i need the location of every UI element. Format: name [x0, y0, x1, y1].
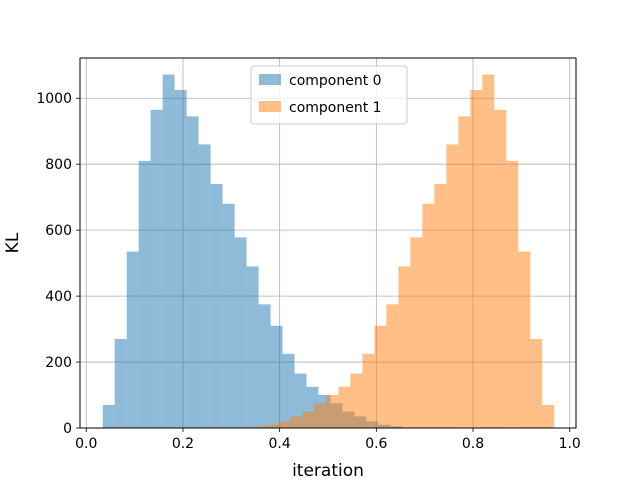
histogram-bar	[126, 251, 139, 428]
histogram-bar	[174, 89, 187, 429]
histogram-bar	[114, 338, 127, 428]
histogram-bar	[470, 89, 483, 429]
histogram-bar	[278, 421, 291, 428]
histogram-bar	[302, 411, 315, 428]
histogram-bar	[198, 144, 211, 428]
legend-label: component 0	[289, 73, 382, 89]
histogram-bar	[150, 109, 163, 428]
y-tick-label: 400	[45, 289, 72, 305]
histogram-bar	[246, 266, 259, 428]
histogram-bar	[410, 237, 423, 428]
histogram-bar	[458, 116, 471, 428]
x-tick-label: 0.6	[365, 436, 387, 452]
histogram-bar	[162, 74, 175, 429]
histogram-bar	[374, 325, 387, 428]
x-tick-label: 0.4	[269, 436, 291, 452]
legend-box	[250, 65, 408, 125]
histogram-bar	[222, 203, 235, 428]
bars	[102, 74, 555, 429]
y-tick-label: 600	[45, 223, 72, 239]
histogram-bar	[282, 353, 295, 428]
histogram-bar	[446, 144, 459, 428]
histogram-bar	[258, 304, 271, 428]
histogram-bar	[434, 183, 447, 428]
histogram-bar	[338, 386, 351, 428]
histogram-bar	[294, 373, 307, 428]
legend-label: component 1	[289, 100, 382, 116]
histogram-bar	[398, 266, 411, 428]
histogram-bar	[186, 116, 199, 428]
axis-ticks: 0.0 0.2 0.4 0.6 0.8 1.0 0 200 400 600 800 1000	[36, 91, 580, 452]
histogram-bar	[518, 251, 531, 428]
histogram-bar	[138, 160, 151, 428]
histogram-bar	[350, 373, 363, 428]
histogram-bar	[494, 109, 507, 428]
x-tick-label: 0.2	[172, 436, 194, 452]
histogram-bar	[290, 416, 303, 428]
histogram-bar	[530, 338, 543, 428]
plot-frame	[79, 57, 577, 429]
histogram-bar	[362, 353, 375, 428]
histogram-bar	[270, 325, 283, 428]
histogram-bar	[506, 160, 519, 428]
histogram-bar	[422, 203, 435, 428]
histogram-bar	[254, 426, 267, 428]
legend: component 0 component 1	[250, 65, 408, 125]
y-tick-label: 200	[45, 355, 72, 371]
y-axis-title: KL	[3, 232, 23, 253]
legend-swatch	[259, 74, 281, 85]
histogram-bar	[314, 403, 327, 428]
y-tick-label: 1000	[36, 91, 72, 107]
y-tick-label: 0	[63, 421, 72, 437]
x-tick-label: 0.0	[75, 436, 97, 452]
x-tick-label: 1.0	[559, 436, 581, 452]
histogram-bar	[542, 404, 555, 428]
histogram-bar	[326, 395, 339, 428]
histogram-bar	[482, 74, 495, 429]
histogram-bar	[266, 424, 279, 428]
x-tick-label: 0.8	[462, 436, 484, 452]
legend-swatch	[259, 101, 281, 112]
histogram-bar	[102, 404, 115, 428]
histogram-bar	[210, 183, 223, 428]
histogram-bar	[386, 304, 399, 428]
x-axis-title: iteration	[292, 461, 364, 480]
y-tick-label: 800	[45, 157, 72, 173]
histogram-bar	[306, 386, 319, 428]
histogram-bar	[234, 237, 247, 428]
